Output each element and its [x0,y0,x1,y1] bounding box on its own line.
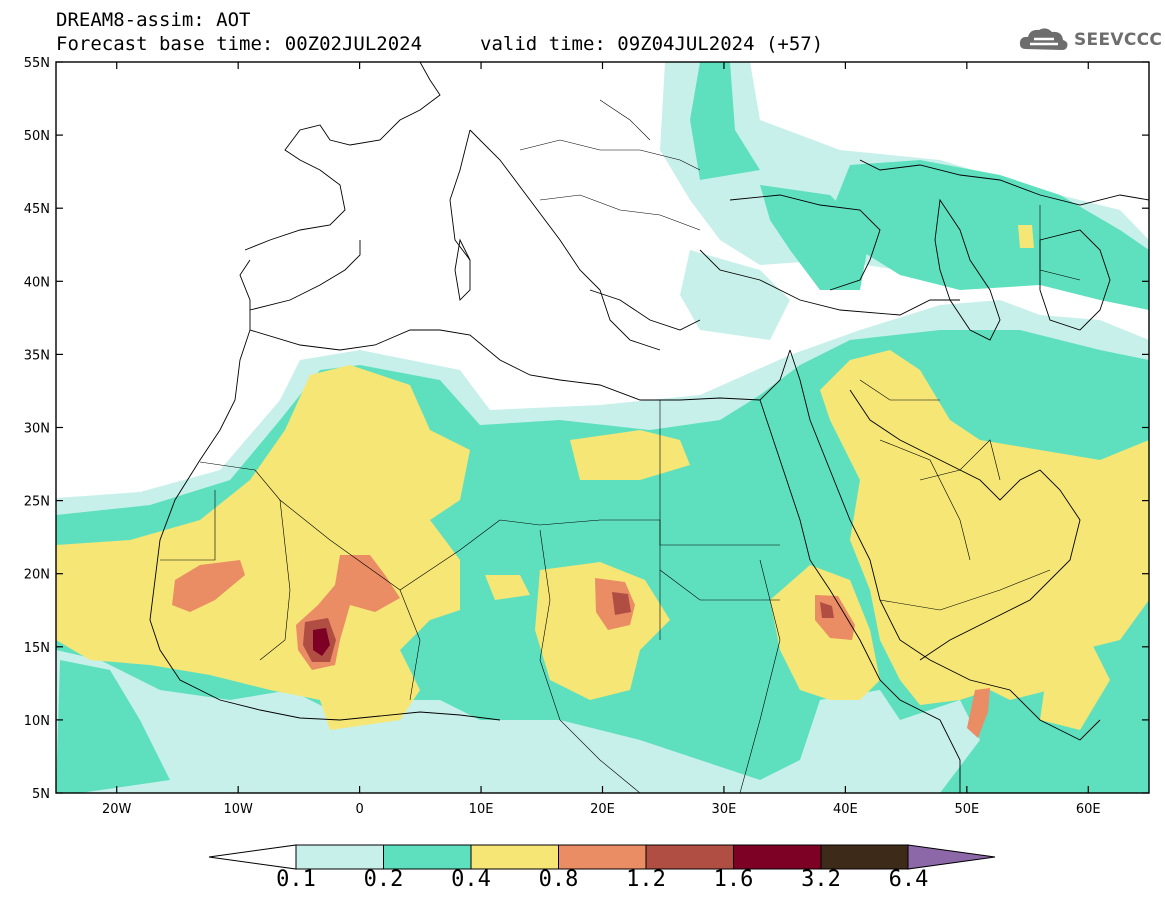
aot-band-1.6 [313,628,330,656]
lat-label: 20N [24,568,50,583]
lat-label: 5N [32,787,50,802]
colorbar-label: 3.2 [801,867,841,892]
axis-ticks [56,61,1149,794]
colorbar [208,844,996,870]
latitude-labels: 55N 50N 45N 40N 35N 30N 25N 20N 15N 10N 5N [24,56,50,802]
colorbar-label: 6.4 [888,867,929,892]
colorbar-label: 0.2 [363,867,404,892]
valid-time: valid time: 09Z04JUL2024 (+57) [480,33,824,55]
colorbar-under-triangle [208,844,297,870]
lon-label: 20E [590,802,615,817]
lat-label: 30N [24,422,50,437]
lon-label: 10W [223,802,253,817]
lat-label: 10N [24,714,50,729]
lat-label: 40N [24,275,50,290]
colorbar-cell [645,844,734,870]
lat-label: 35N [24,348,50,363]
colorbar-label: 0.1 [276,867,316,892]
colorbar-label: 0.4 [451,867,491,892]
lon-label: 30E [712,802,737,817]
colorbar-label: 0.8 [538,867,579,892]
lat-label: 15N [24,641,50,656]
colorbar-cell [295,844,384,870]
forecast-base-time: Forecast base time: 00Z02JUL2024 [56,33,423,55]
lon-label: 50E [954,802,979,817]
colorbar-cell [558,844,647,870]
aot-band-0.4 [56,225,1149,730]
coastlines [149,62,1149,793]
lon-label: 20W [102,802,132,817]
lon-label: 60E [1076,802,1101,817]
colorbar-label: 1.2 [626,867,666,892]
colorbar-cell [383,844,472,870]
colorbar-cell [820,844,909,870]
colorbar-cell [470,844,559,870]
lon-label: 0 [355,802,363,817]
cloud-icon [1019,28,1068,50]
colorbar-cell [733,844,822,870]
seevccc-logo: SEEVCCC [1018,25,1162,55]
colorbar-over-triangle [907,844,996,870]
lon-label: 10E [469,802,494,817]
lat-label: 45N [24,202,50,217]
logo-text: SEEVCCC [1074,30,1163,50]
aot-field [56,62,1149,793]
lat-label: 25N [24,495,50,510]
lat-label: 50N [24,129,50,144]
map-title: DREAM8-assim: AOT [56,9,251,31]
lat-label: 55N [24,56,50,71]
country-borders [160,99,1081,793]
longitude-labels: 20W 10W 0 10E 20E 30E 40E 50E 60E [102,802,1101,817]
lon-label: 40E [833,802,858,817]
colorbar-label: 1.6 [713,867,754,892]
